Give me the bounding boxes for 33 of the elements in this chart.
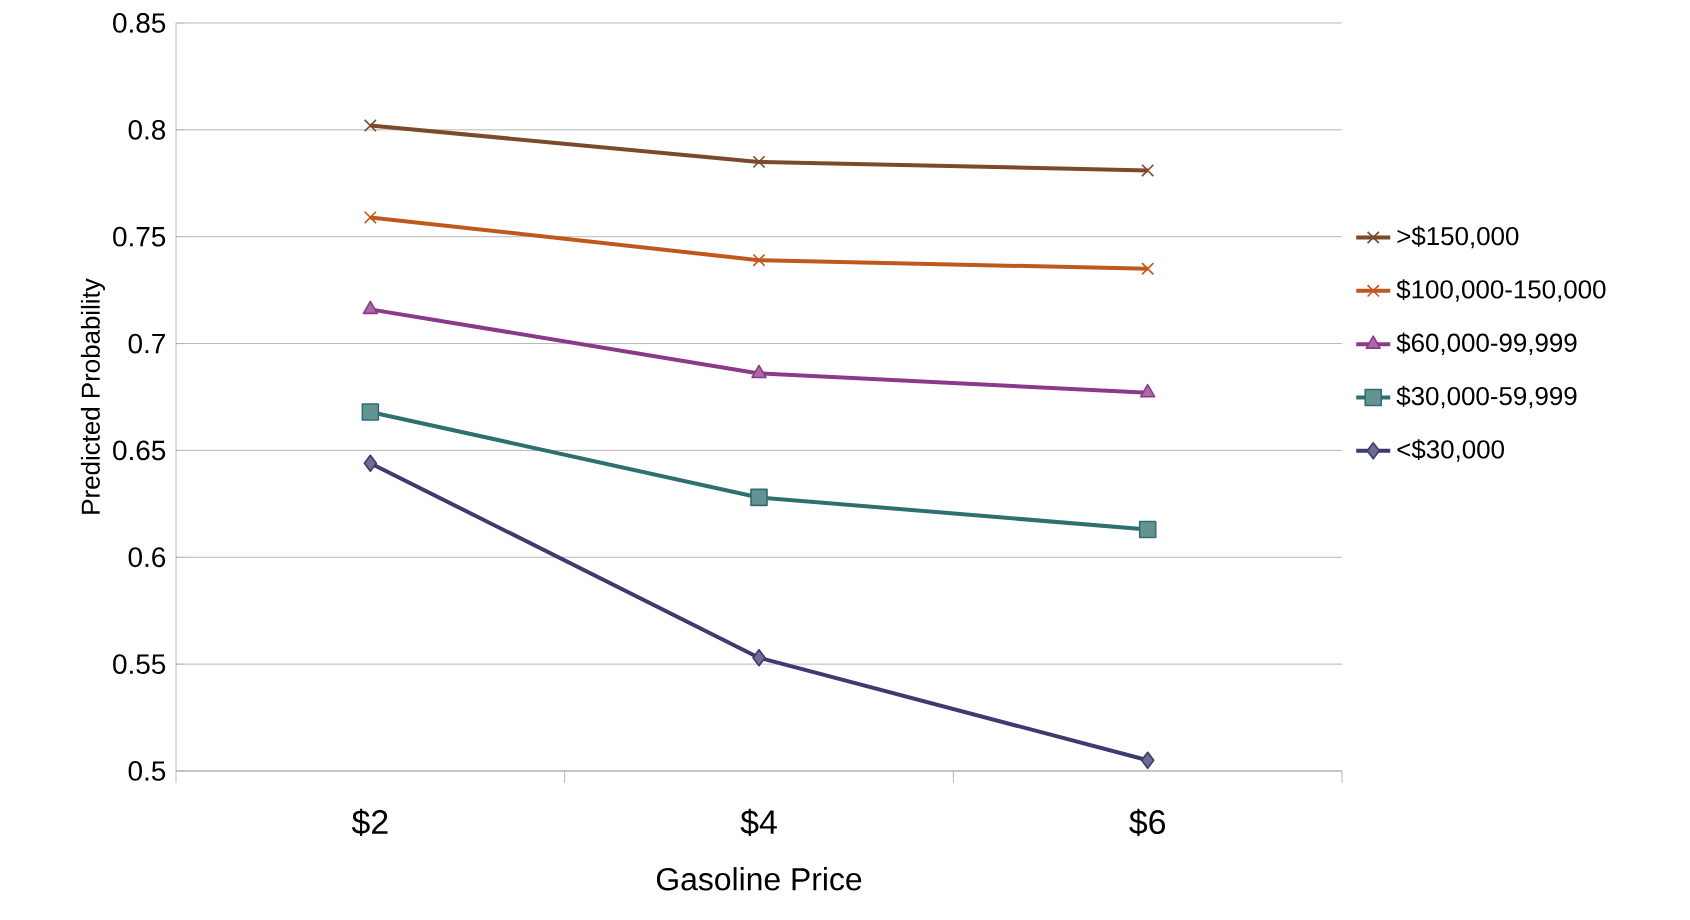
point (750, 488, 768, 507)
point (362, 300, 379, 315)
x-axis-title: Gasoline Price (656, 867, 862, 891)
x-tick-label: $2 (351, 808, 388, 837)
y-tick-label: 0.55 (113, 654, 166, 675)
x-tick-label: $4 (740, 808, 777, 837)
y-axis-title: Predicted Probability (80, 278, 106, 514)
legend-label: $100,000-150,000 (1396, 279, 1606, 302)
legend-label: <$30,000 (1397, 439, 1504, 462)
legend-label: >$150,000 (1397, 225, 1519, 249)
point (752, 253, 766, 267)
y-tick-label: 0.7 (128, 333, 165, 354)
y-tick-label: 0.75 (113, 226, 166, 247)
point (752, 155, 766, 169)
y-tick-label: 0.65 (113, 440, 166, 461)
point (363, 119, 377, 133)
point (751, 364, 767, 379)
y-tick-label: 0.8 (128, 119, 166, 140)
x-tick-label: $6 (1129, 808, 1166, 837)
legend-label: $30,000-59,999 (1396, 385, 1577, 409)
point (1139, 383, 1156, 398)
y-tick-label: 0.85 (113, 13, 166, 33)
point (363, 454, 378, 473)
point (361, 403, 380, 421)
point (1140, 751, 1155, 770)
legend-label: $60,000-99,999 (1396, 332, 1577, 355)
point (1138, 520, 1157, 539)
point (1141, 163, 1155, 177)
point (1141, 262, 1155, 276)
y-tick-label: 0.5 (128, 761, 166, 781)
point (363, 211, 377, 224)
y-tick-label: 0.6 (128, 547, 166, 568)
point (752, 648, 766, 667)
